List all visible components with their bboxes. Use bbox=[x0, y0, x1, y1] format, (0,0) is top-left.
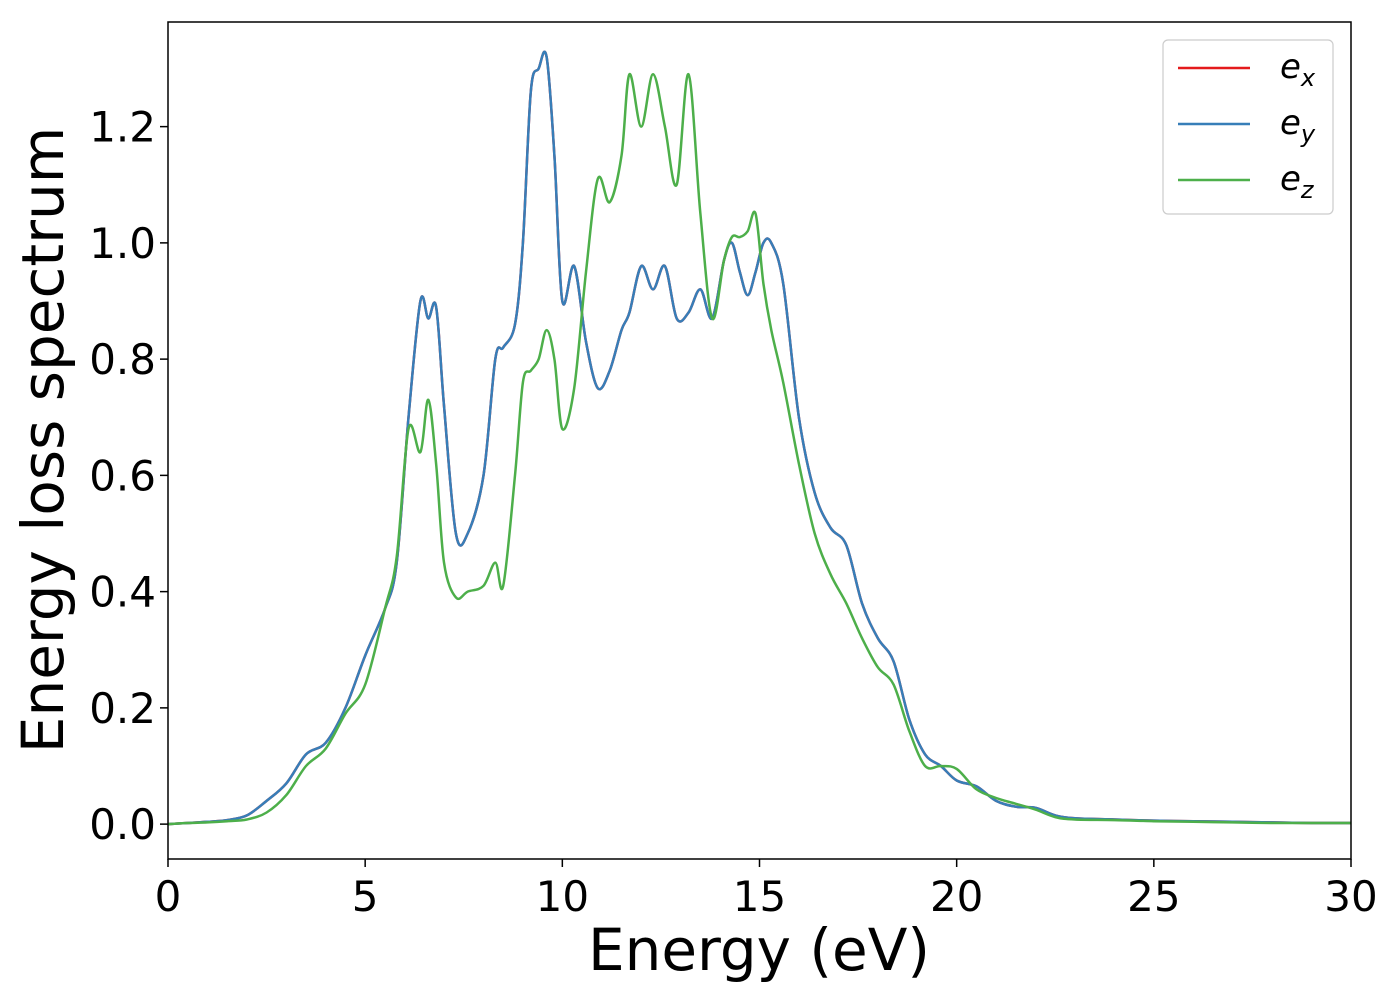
x-tick-label: 5 bbox=[352, 872, 379, 921]
series-line-z bbox=[167, 73, 1351, 826]
x-tick-label: 20 bbox=[930, 872, 983, 921]
legend-box bbox=[1162, 39, 1334, 215]
legend-label-y: ey bbox=[1280, 103, 1316, 148]
y-tick-label: 0.0 bbox=[89, 800, 156, 849]
x-axis-label: Energy (eV) bbox=[588, 916, 930, 984]
y-tick-label: 0.4 bbox=[89, 568, 156, 617]
legend-label-z: ez bbox=[1280, 159, 1315, 204]
x-tick-label: 0 bbox=[155, 872, 182, 921]
legend-label-x: ex bbox=[1280, 47, 1316, 92]
x-axis-ticks: 0 5 10 15 20 25 30 bbox=[155, 859, 1378, 921]
y-tick-label: 1.2 bbox=[89, 103, 156, 152]
x-tick-label: 10 bbox=[536, 872, 589, 921]
y-tick-label: 0.8 bbox=[89, 335, 156, 384]
plot-lines bbox=[167, 50, 1352, 826]
y-tick-label: 0.2 bbox=[89, 684, 156, 733]
x-tick-label: 15 bbox=[733, 872, 786, 921]
legend: ex ey ez bbox=[1162, 39, 1334, 215]
y-axis-ticks: 0.0 0.2 0.4 0.6 0.8 1.0 1.2 bbox=[89, 103, 168, 849]
x-tick-label: 30 bbox=[1324, 872, 1377, 921]
y-tick-label: 1.0 bbox=[89, 219, 156, 268]
y-tick-label: 0.6 bbox=[89, 451, 156, 500]
y-axis-label: Energy loss spectrum bbox=[9, 127, 77, 753]
x-tick-label: 25 bbox=[1127, 872, 1180, 921]
